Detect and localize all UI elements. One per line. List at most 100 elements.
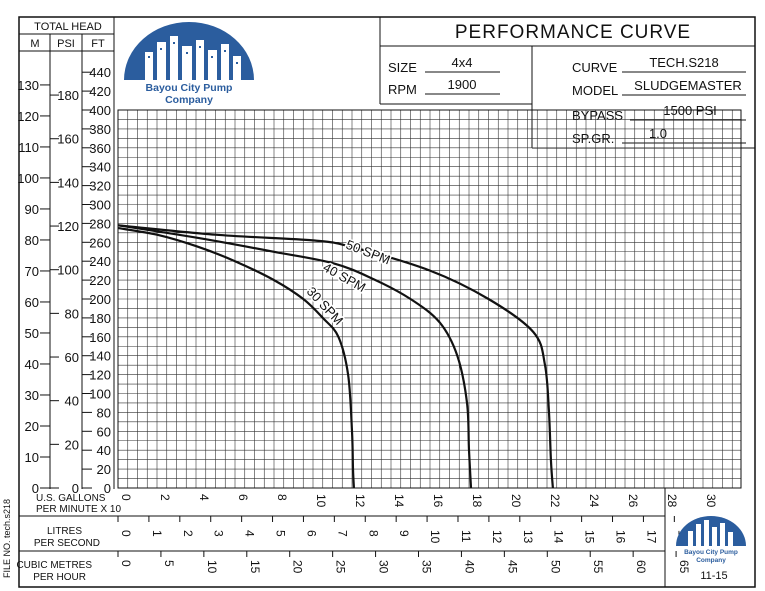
ft-tick-label: 140 (89, 349, 111, 364)
curve-label: 50 SPM (344, 237, 393, 268)
lps-tick-label: 13 (521, 530, 535, 544)
meters-tick-label: 50 (25, 326, 39, 341)
feet-column-label: FT (91, 38, 105, 50)
chart-grid (117, 109, 741, 489)
psi-tick-label: 80 (65, 306, 79, 321)
cmh-tick-label: 10 (205, 560, 219, 574)
gpm-tick-label: 16 (431, 494, 445, 508)
ft-tick-label: 60 (97, 424, 111, 439)
model-label: MODEL (572, 83, 618, 98)
ft-tick-label: 20 (97, 462, 111, 477)
psi-axis: 0 20 40 60 80 100 120 140 160 180 (50, 88, 79, 496)
total-head-label: TOTAL HEAD (34, 21, 102, 33)
small-logo-line-1: Bayou City Pump (684, 549, 738, 556)
gpm-tick-label: 14 (392, 494, 406, 508)
lps-tick-label: 14 (552, 530, 566, 544)
meters-tick-label: 60 (25, 295, 39, 310)
gpm-axis-label-2: PER MINUTE X 10 (36, 504, 121, 515)
gpm-tick-label: 28 (665, 494, 679, 508)
small-logo-line-2: Company (696, 557, 726, 564)
ft-tick-label: 440 (89, 65, 111, 80)
cmh-tick-label: 55 (591, 560, 605, 574)
gpm-tick-label: 2 (158, 494, 172, 501)
ft-tick-label: 360 (89, 141, 111, 156)
lps-tick-label: 17 (644, 530, 658, 544)
ft-tick-label: 340 (89, 160, 111, 175)
ft-tick-label: 180 (89, 311, 111, 326)
cmh-tick-label: 45 (505, 560, 519, 574)
lps-tick-label: 8 (366, 530, 380, 537)
lps-tick-label: 15 (583, 530, 597, 544)
lps-tick-label: 6 (304, 530, 318, 537)
lps-tick-label: 7 (335, 530, 349, 537)
meters-tick-label: 40 (25, 357, 39, 372)
cmh-tick-label: 50 (548, 560, 562, 574)
cmh-tick-label: 40 (462, 560, 476, 574)
psi-tick-label: 160 (57, 132, 79, 147)
size-label: SIZE (388, 60, 417, 75)
sheet-border (18, 16, 756, 588)
cmh-axis: 0 5 10 15 20 25 30 35 40 45 50 55 60 65 (117, 551, 691, 574)
cmh-tick-label: 30 (377, 560, 391, 574)
curve-30-spm (117, 227, 355, 489)
psi-tick-label: 180 (57, 88, 79, 103)
psi-tick-label: 20 (65, 437, 79, 452)
gpm-tick-label: 30 (704, 494, 718, 508)
page-title: PERFORMANCE CURVE (455, 22, 691, 43)
ft-tick-label: 420 (89, 84, 111, 99)
rpm-label: RPM (388, 82, 417, 97)
file-number: FILE NO. tech.s218 (2, 499, 12, 578)
ft-tick-label: 120 (89, 368, 111, 383)
cmh-tick-label: 15 (248, 560, 262, 574)
meters-tick-label: 30 (25, 388, 39, 403)
cmh-tick-label: 65 (677, 560, 691, 574)
ft-tick-label: 100 (89, 387, 111, 402)
ft-tick-label: 380 (89, 122, 111, 137)
lps-tick-label: 0 (119, 530, 133, 537)
meters-column-label: M (30, 38, 39, 50)
psi-tick-label: 120 (57, 219, 79, 234)
lps-axis-label-2: PER SECOND (34, 538, 100, 549)
company-logo: Bayou City Pump Company (124, 22, 254, 106)
lps-axis: 0123456789101112131415161718 (117, 516, 689, 544)
ft-tick-label: 260 (89, 235, 111, 250)
meters-tick-label: 130 (17, 78, 39, 93)
gpm-tick-label: 12 (353, 494, 367, 508)
meters-tick-label: 110 (18, 140, 39, 155)
lps-tick-label: 4 (243, 530, 257, 537)
feet-axis: 0 20 40 60 80 100 120 140 160 180 200 220 240 260 280 3… (82, 65, 111, 496)
meters-tick-label: 80 (25, 233, 39, 248)
cmh-tick-label: 25 (334, 560, 348, 574)
psi-tick-label: 0 (72, 481, 79, 496)
cmh-axis-label-2: PER HOUR (33, 572, 86, 583)
meters-tick-label: 10 (25, 450, 39, 465)
gpm-tick-label: 26 (626, 494, 640, 508)
cmh-tick-label: 35 (420, 560, 434, 574)
meters-axis: 0 10 20 30 40 50 60 70 80 90 100 110 120 130 (17, 78, 50, 496)
ft-tick-label: 240 (89, 254, 111, 269)
gpm-tick-label: 24 (587, 494, 601, 508)
lps-tick-label: 11 (459, 530, 473, 543)
cmh-tick-label: 20 (291, 560, 305, 574)
ft-tick-label: 400 (89, 103, 111, 118)
ft-tick-label: 160 (89, 330, 111, 345)
plot-frame (117, 109, 742, 489)
cmh-axis-label-1: CUBIC METRES (16, 560, 92, 571)
psi-tick-label: 100 (57, 263, 79, 278)
gpm-tick-label: 6 (236, 494, 250, 501)
size-value: 4x4 (452, 55, 473, 70)
date-code: 11-15 (700, 570, 727, 582)
psi-tick-label: 140 (57, 175, 79, 190)
gpm-axis: 0 2 4 6 8 10 12 14 16 18 20 22 24 26 28 30 (119, 494, 718, 508)
model-value: SLUDGEMASTER (634, 78, 742, 93)
lps-tick-label: 2 (181, 530, 195, 537)
cmh-tick-label: 5 (162, 560, 176, 567)
lps-tick-label: 16 (614, 530, 628, 544)
ft-tick-label: 220 (89, 273, 111, 288)
ft-tick-label: 200 (89, 292, 111, 307)
lps-tick-label: 3 (212, 530, 226, 537)
lps-axis-label-1: LITRES (47, 526, 82, 537)
psi-tick-label: 40 (65, 394, 79, 409)
lps-tick-label: 10 (428, 530, 442, 544)
